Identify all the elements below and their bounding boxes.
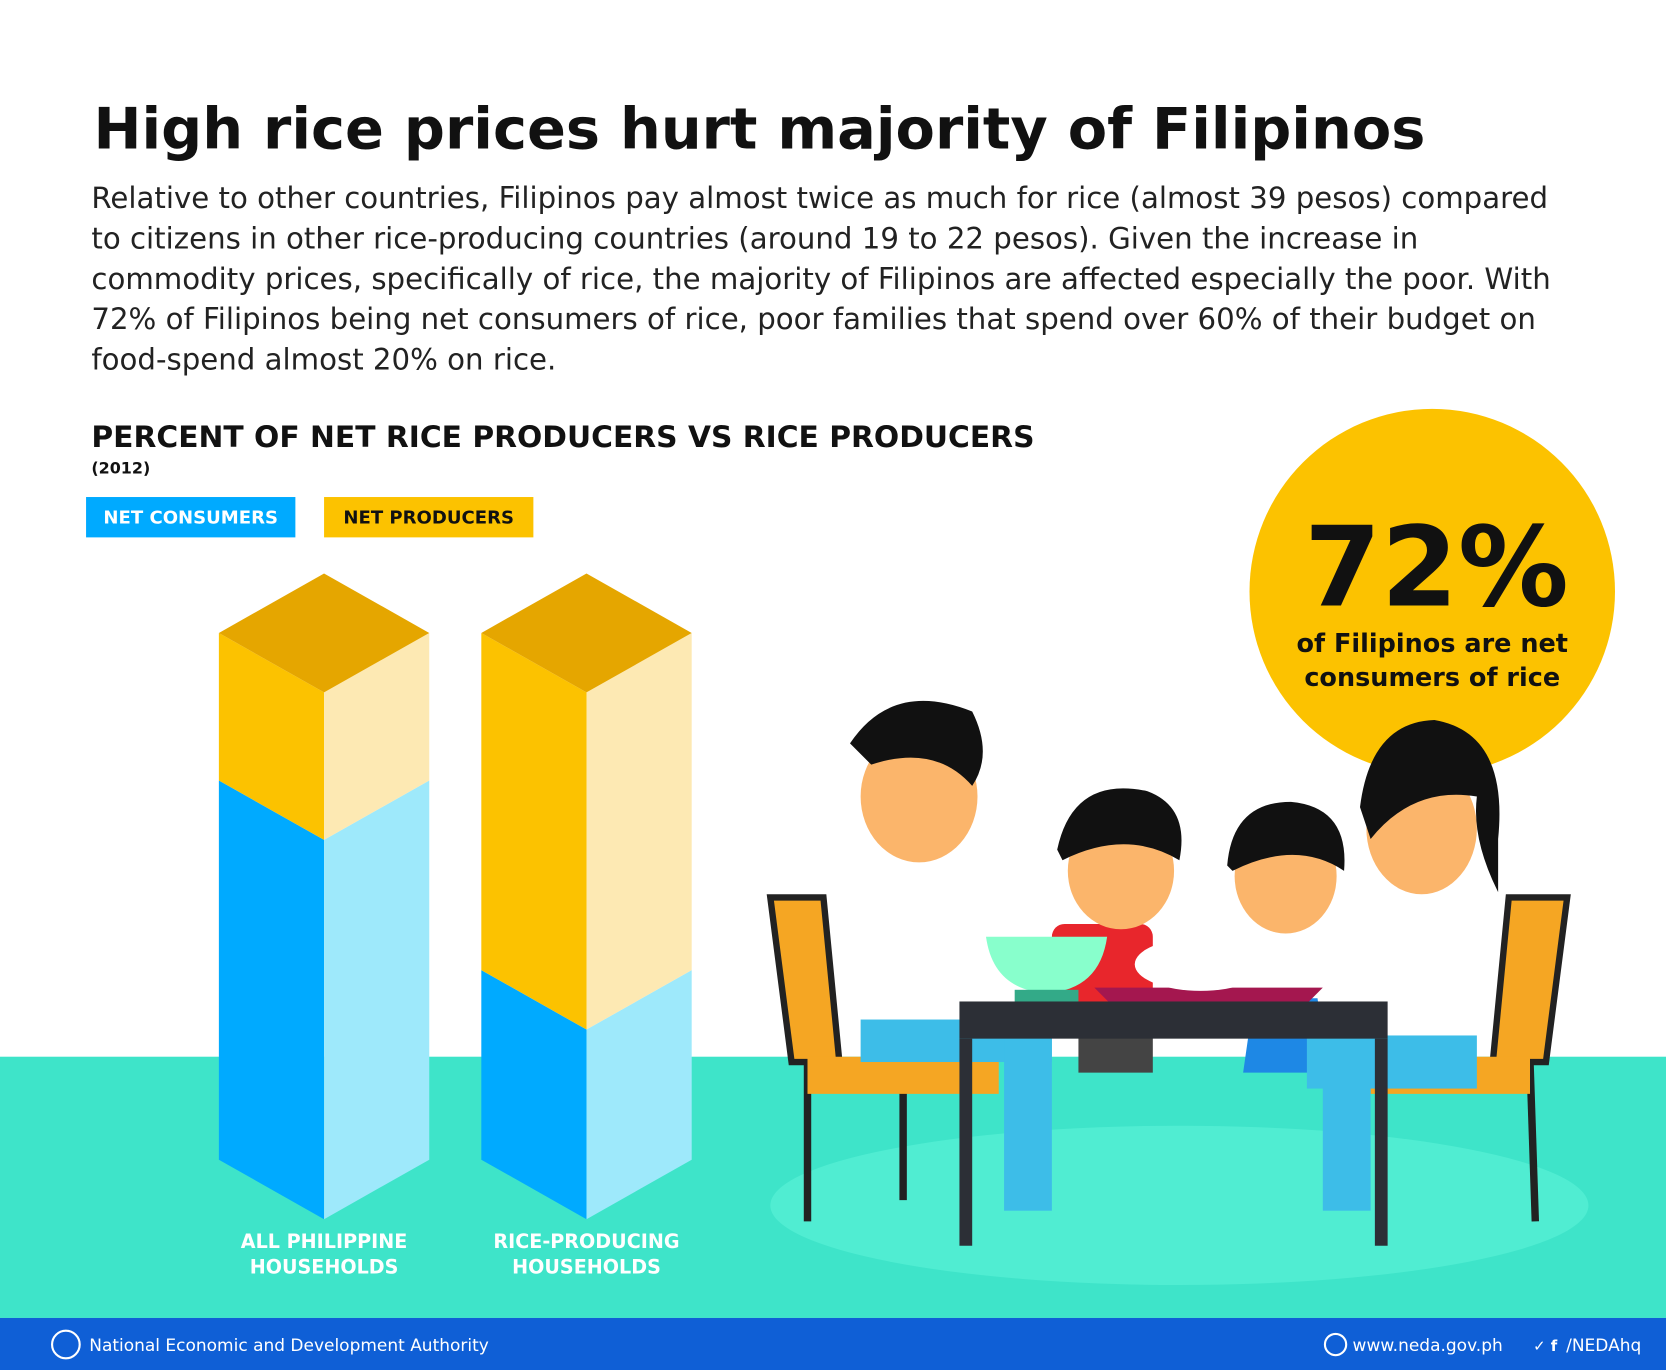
boy-hair: [1057, 788, 1182, 861]
x-tick-label: ALL PHILIPPINE HOUSEHOLDS: [240, 1230, 408, 1279]
plate: [1094, 987, 1323, 1004]
legend-label: NET CONSUMERS: [103, 508, 278, 529]
bar-front: [218, 632, 325, 840]
bar-side: [586, 632, 692, 1030]
category-label-box: ALL PHILIPPINE HOUSEHOLDS: [240, 1230, 408, 1279]
bar-front: [481, 632, 587, 1030]
title: High rice prices hurt majority of Filipi…: [94, 96, 1426, 163]
table-leg: [959, 1038, 973, 1246]
chair-leg: [1526, 1061, 1540, 1222]
father-hair: [850, 700, 983, 786]
callout-text-box: of Filipinos are net consumers of rice: [1296, 628, 1568, 693]
chair-seat: [807, 1056, 999, 1094]
paragraph: Relative to other countries, Filipinos p…: [91, 181, 1551, 378]
father-leg: [1004, 1019, 1052, 1211]
chart-title: PERCENT OF NET RICE PRODUCERS VS RICE PR…: [91, 420, 1034, 455]
bar-front: [481, 970, 587, 1220]
callout-circle: [1249, 408, 1615, 775]
father-shirt: [855, 857, 967, 1020]
family-illustration: [766, 700, 1571, 1246]
bar-top: [218, 573, 430, 693]
rice: [1134, 937, 1267, 991]
floor-shadow: [770, 1125, 1589, 1286]
footer-website[interactable]: www.neda.gov.ph: [1353, 1336, 1503, 1356]
chair: [1489, 894, 1571, 1066]
mother-shirt: [1381, 892, 1477, 1052]
paragraph-box: Relative to other countries, Filipinos p…: [91, 181, 1551, 378]
footer-social[interactable]: /NEDAhq: [1566, 1336, 1641, 1356]
callout-text: of Filipinos are net consumers of rice: [1296, 628, 1568, 693]
table-top: [959, 1001, 1388, 1039]
legend: NET CONSUMERS NET PRODUCERS: [86, 497, 534, 538]
mother-hair: [1360, 720, 1500, 893]
chart-subtitle: (2012): [91, 459, 150, 478]
social-icons: ✓ f: [1533, 1337, 1558, 1355]
callout-figure: 72%: [1304, 503, 1568, 632]
web-icon: [1323, 1332, 1348, 1357]
logo: [51, 1329, 81, 1360]
bar-front: [218, 780, 325, 1220]
legend-swatch: [324, 497, 534, 538]
footer-band: [0, 1317, 1666, 1370]
bowl: [986, 936, 1108, 993]
bar-top: [481, 573, 692, 693]
bars: ALL PHILIPPINE HOUSEHOLDS RICE-PRODUCING …: [218, 573, 692, 1279]
category-label-box: RICE-PRODUCING HOUSEHOLDS: [493, 1230, 680, 1279]
bar-side: [324, 780, 430, 1220]
x-tick-label: RICE-PRODUCING HOUSEHOLDS: [493, 1230, 680, 1279]
girl-hair: [1227, 801, 1345, 871]
bar-side: [324, 632, 430, 840]
bar-side: [586, 970, 692, 1220]
legend-label: NET PRODUCERS: [343, 508, 514, 529]
mother-leg: [1322, 1051, 1371, 1211]
footer-organization: National Economic and Development Author…: [89, 1336, 489, 1356]
legend-swatch: [86, 497, 296, 538]
table-leg: [1374, 1038, 1388, 1246]
bowl-base: [1014, 989, 1079, 1003]
